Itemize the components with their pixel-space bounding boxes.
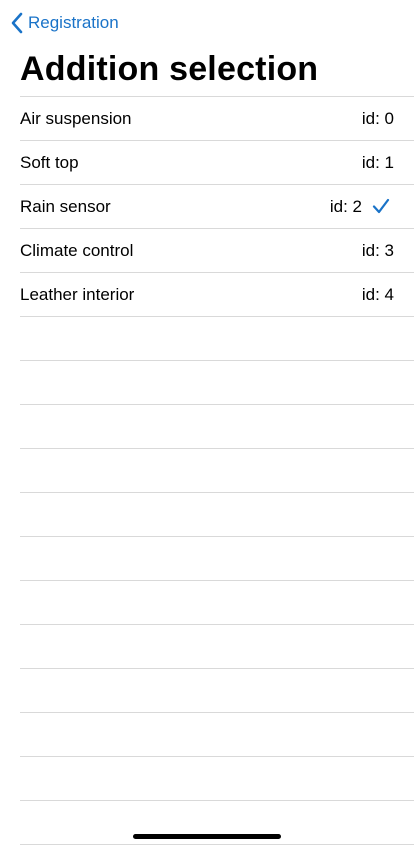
- back-button[interactable]: Registration: [10, 10, 119, 36]
- chevron-left-icon: [10, 12, 23, 34]
- empty-row: [20, 713, 414, 757]
- empty-row: [20, 801, 414, 845]
- empty-row: [20, 669, 414, 713]
- list-item-soft-top[interactable]: Soft top id: 1: [20, 141, 414, 185]
- list-item-id: id: 1: [361, 152, 394, 172]
- empty-row: [20, 317, 414, 361]
- empty-row: [20, 625, 414, 669]
- list-item-id: id: 2: [329, 196, 362, 216]
- page-title: Addition selection: [20, 50, 319, 88]
- empty-row: [20, 757, 414, 801]
- empty-row: [20, 405, 414, 449]
- list-item-id: id: 3: [361, 240, 394, 260]
- list-item-label: Leather interior: [20, 284, 135, 304]
- empty-row: [20, 537, 414, 581]
- empty-row: [20, 361, 414, 405]
- navigation-bar: Registration: [0, 0, 414, 44]
- list-item-label: Rain sensor: [20, 196, 111, 216]
- list-item-climate-control[interactable]: Climate control id: 3: [20, 229, 414, 273]
- back-button-label: Registration: [28, 13, 119, 32]
- home-indicator[interactable]: [133, 834, 281, 839]
- list-item-id: id: 4: [361, 284, 394, 304]
- list-item-rain-sensor[interactable]: Rain sensor id: 2: [20, 185, 414, 229]
- empty-row: [20, 581, 414, 625]
- list-item-id: id: 0: [361, 108, 394, 128]
- list-item-label: Air suspension: [20, 108, 132, 128]
- empty-row: [20, 493, 414, 537]
- addition-list: Air suspension id: 0 Soft top id: 1 Rain…: [20, 96, 414, 845]
- list-item-label: Climate control: [20, 240, 134, 260]
- list-item-leather-interior[interactable]: Leather interior id: 4: [20, 273, 414, 317]
- empty-row: [20, 449, 414, 493]
- list-item-air-suspension[interactable]: Air suspension id: 0: [20, 97, 414, 141]
- checkmark-icon: [372, 197, 390, 220]
- list-item-label: Soft top: [20, 152, 79, 172]
